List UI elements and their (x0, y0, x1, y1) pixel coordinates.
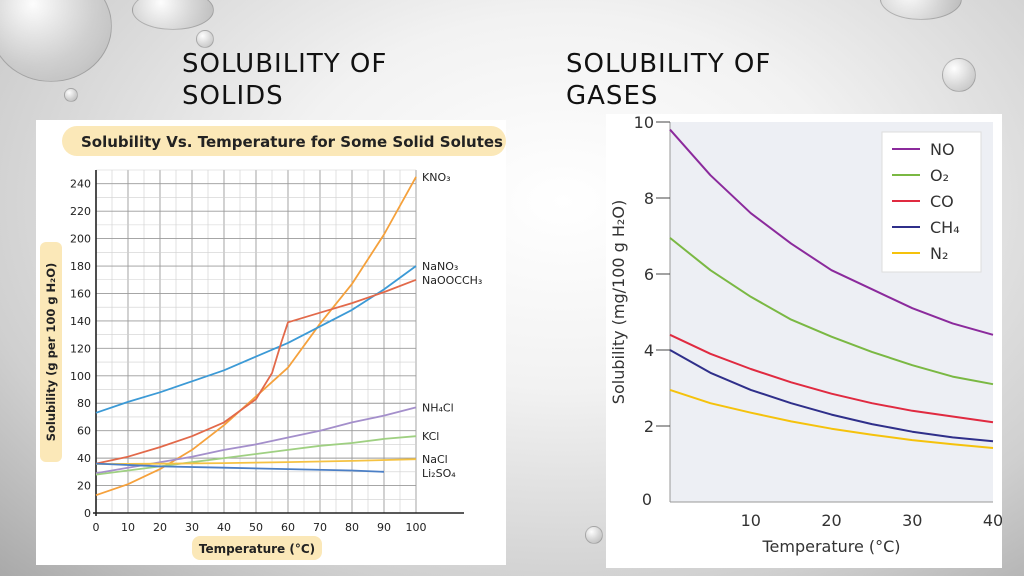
series-line-kno3 (95, 176, 417, 497)
x-tick-label: 40 (983, 511, 1002, 530)
y-tick-label: 60 (77, 425, 91, 438)
y-axis-label: Solubility (g per 100 g H₂O) (44, 263, 58, 442)
y-tick-label: 0 (642, 490, 652, 509)
legend-label-n2: N₂ (930, 244, 948, 263)
legend-label-o2: O₂ (930, 166, 949, 185)
x-tick-label: 90 (377, 521, 391, 534)
y-tick-label: 8 (644, 189, 654, 208)
series-line-o2 (669, 237, 994, 386)
x-tick-label: 50 (249, 521, 263, 534)
y-tick-label: 160 (70, 287, 91, 300)
legend-label-ch4: CH₄ (930, 218, 960, 237)
y-tick-label: 240 (70, 178, 91, 191)
y-tick-label: 40 (77, 452, 91, 465)
y-tick-label: 200 (70, 233, 91, 246)
y-axis-label: Solubility (mg/100 g H₂O) (609, 200, 628, 404)
series-line-naoocch3 (95, 278, 417, 465)
droplet-decoration (64, 88, 78, 102)
series-label-naoocch3: NaOOCCH₃ (422, 274, 482, 287)
y-tick-label: 4 (644, 341, 654, 360)
x-tick-label: 30 (185, 521, 199, 534)
x-tick-label: 70 (313, 521, 327, 534)
x-tick-label: 0 (93, 521, 100, 534)
legend-label-no: NO (930, 140, 955, 159)
solid-solubility-chart: Solubility Vs. Temperature for Some Soli… (40, 126, 506, 560)
series-line-ch4 (669, 349, 994, 443)
droplet-decoration (585, 526, 603, 544)
x-axis-label-banner (192, 536, 322, 560)
chart-title: Solubility Vs. Temperature for Some Soli… (81, 133, 503, 151)
droplet-decoration (196, 30, 214, 48)
y-tick-label: 180 (70, 260, 91, 273)
y-tick-label: 10 (634, 114, 654, 132)
x-tick-label: 20 (153, 521, 167, 534)
x-tick-label: 30 (902, 511, 922, 530)
y-tick-label: 220 (70, 205, 91, 218)
gases-heading: SOLUBILITY OF GASES (566, 49, 772, 111)
droplet-decoration (0, 0, 112, 82)
x-tick-label: 80 (345, 521, 359, 534)
series-label-nacl: NaCl (422, 453, 448, 466)
series-label-li2so4: Li₂SO₄ (422, 467, 456, 480)
series-line-li2so4 (95, 462, 385, 473)
y-tick-label: 140 (70, 315, 91, 328)
x-axis-label: Temperature (°C) (199, 542, 315, 556)
series-label-kno3: KNO₃ (422, 171, 451, 184)
x-tick-label: 100 (406, 521, 427, 534)
solids-heading: SOLUBILITY OF SOLIDS (182, 49, 388, 111)
gas-solubility-chart-panel: 0 2 4 6 8 10 10 20 30 40 Temperature (°C) Solubilit… (606, 113, 1003, 568)
series-line-co (669, 333, 994, 424)
series-line-nano3 (95, 265, 417, 414)
y-tick-label: 120 (70, 342, 91, 355)
droplet-decoration (942, 58, 976, 92)
y-tick-label: 6 (644, 265, 654, 284)
series-label-nano3: NaNO₃ (422, 260, 458, 273)
series-line-n2 (669, 388, 994, 449)
y-tick-label: 20 (77, 480, 91, 493)
series-line-no (669, 128, 994, 336)
droplet-decoration (132, 0, 214, 30)
x-tick-label: 40 (217, 521, 231, 534)
gas-solubility-chart: 0 2 4 6 8 10 10 20 30 40 Temperature (°C) Solubilit… (609, 113, 1003, 556)
y-axis-label-banner (40, 242, 62, 462)
x-tick-label: 60 (281, 521, 295, 534)
series-line-nacl (95, 458, 417, 465)
x-tick-label: 20 (821, 511, 841, 530)
x-tick-label: 10 (741, 511, 761, 530)
chart-title-banner (62, 126, 506, 156)
droplet-decoration (880, 0, 962, 20)
x-tick-label: 10 (121, 521, 135, 534)
y-tick-label: 100 (70, 370, 91, 383)
legend-label-co: CO (930, 192, 954, 211)
series-label-kcl: KCl (422, 430, 439, 443)
y-tick-label: 80 (77, 397, 91, 410)
x-axis-label: Temperature (°C) (761, 537, 900, 556)
series-line-kcl (95, 435, 417, 476)
solid-solubility-chart-panel: Solubility Vs. Temperature for Some Soli… (36, 120, 506, 565)
y-tick-label: 0 (84, 507, 91, 520)
y-tick-label: 2 (644, 417, 654, 436)
series-label-nh4cl: NH₄Cl (422, 401, 454, 414)
